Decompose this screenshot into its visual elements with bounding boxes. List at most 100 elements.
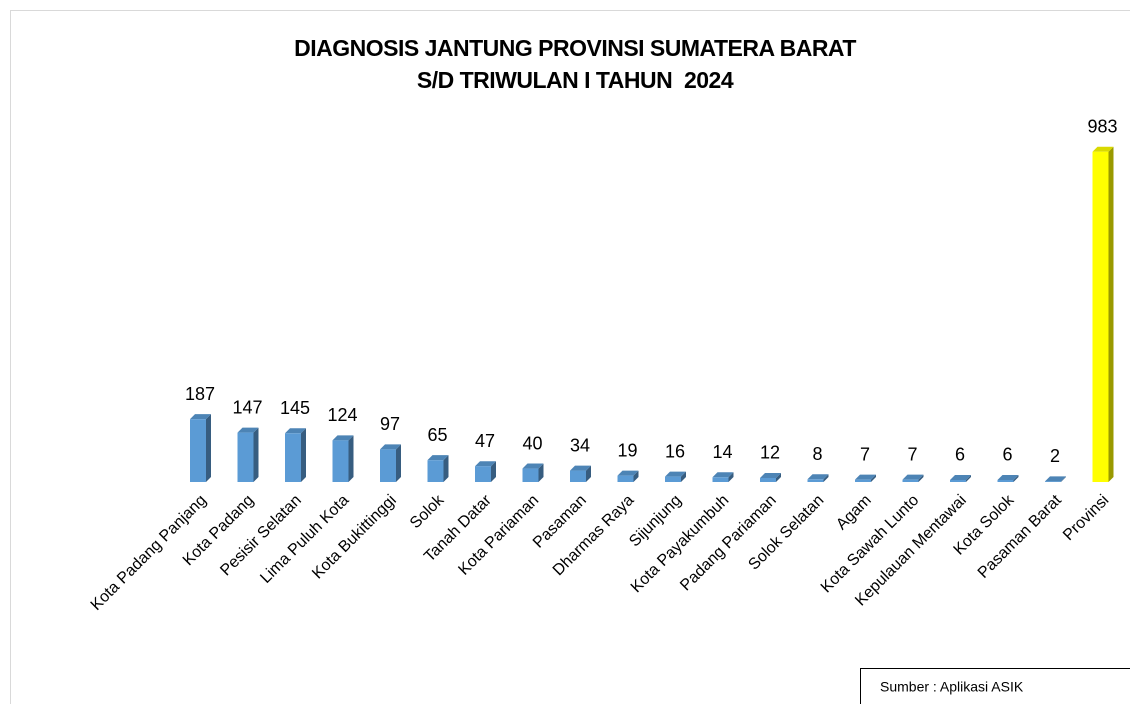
bar-side (301, 428, 306, 482)
bar (760, 477, 776, 482)
bar-group (475, 461, 496, 482)
chart-frame (10, 10, 1130, 704)
bar-top (1045, 476, 1066, 482)
bar-group (427, 455, 449, 482)
bar-top (570, 465, 591, 471)
bar-side (1061, 476, 1066, 482)
bar-group (950, 474, 971, 482)
bar-side (586, 465, 591, 482)
value-label: 147 (232, 397, 262, 417)
bar-group (1045, 476, 1066, 482)
bar-top (807, 474, 829, 480)
x-tick-label: Pasaman Barat (975, 491, 1065, 581)
value-label: 145 (280, 398, 310, 418)
bar-group (855, 474, 876, 482)
bar (1092, 151, 1109, 482)
value-label: 16 (665, 441, 685, 461)
bar-side (823, 474, 829, 482)
bar-side (443, 455, 449, 482)
value-label: 983 (1087, 116, 1117, 136)
bar (190, 419, 206, 482)
bar (1045, 481, 1061, 482)
bar (997, 479, 1014, 482)
value-label: 6 (1002, 445, 1012, 465)
value-label: 97 (380, 414, 400, 434)
source-box (860, 668, 1130, 704)
value-label: 47 (475, 431, 495, 451)
bar-group (760, 472, 781, 482)
bar-side (1013, 474, 1019, 482)
bar-top (190, 414, 211, 420)
bar (950, 479, 966, 482)
bar-group (332, 435, 354, 482)
value-label: 6 (955, 445, 965, 465)
source-note: Sumber : Aplikasi ASIK (880, 679, 1024, 695)
chart-subtitle: S/D TRIWULAN I TAHUN 2024 (417, 67, 734, 93)
bar-side (728, 472, 734, 482)
bar (665, 476, 681, 482)
bar-side (633, 470, 639, 482)
bar-top (237, 427, 259, 433)
bar-group (712, 472, 734, 482)
bar-group (807, 474, 829, 482)
x-tick-label: Solok (407, 491, 448, 532)
bar (427, 460, 444, 482)
bar-top (997, 474, 1019, 480)
bar (475, 466, 491, 482)
bar (332, 440, 349, 482)
value-label: 19 (617, 440, 637, 460)
value-label: 2 (1050, 446, 1060, 466)
value-label: 40 (522, 433, 542, 453)
x-tick-label: Pesisir Selatan (217, 492, 304, 579)
bar-top (712, 472, 734, 478)
x-tick-label: Provinsi (1060, 492, 1112, 544)
bar-group (1092, 146, 1114, 482)
bar-top (617, 470, 639, 476)
bar-top (760, 472, 781, 478)
bar (807, 479, 824, 482)
bar-top (522, 463, 544, 469)
value-label: 14 (712, 442, 732, 462)
x-tick-label: Kota Bukittinggi (309, 492, 400, 583)
bar-top (665, 471, 686, 477)
bar-top (902, 474, 924, 480)
bar-side (776, 472, 781, 482)
x-tick-label: Agam (833, 492, 875, 534)
bar-side (681, 471, 686, 482)
bar-group (902, 474, 924, 482)
x-tick-label: Lima Puluh Kota (257, 492, 352, 587)
bar-side (206, 414, 211, 482)
value-label: 124 (327, 405, 357, 425)
bar (285, 433, 301, 482)
bar-group (665, 471, 686, 482)
bar-side (538, 463, 544, 482)
bar-side (348, 435, 354, 482)
bar-side (918, 474, 924, 482)
value-label: 65 (427, 425, 447, 445)
bar-top (855, 474, 876, 480)
bar-side (1108, 146, 1114, 482)
bar-group (997, 474, 1019, 482)
bar (902, 479, 919, 482)
value-label: 7 (860, 444, 870, 464)
value-label: 7 (907, 444, 917, 464)
bar (380, 449, 396, 482)
bar-side (966, 474, 971, 482)
bar-side (253, 427, 259, 482)
bar-top (427, 455, 449, 461)
value-label: 34 (570, 435, 590, 455)
x-tick-label: Dharmas Raya (550, 492, 638, 580)
bar (522, 468, 539, 482)
bar-group (522, 463, 544, 482)
bar-top (1092, 146, 1114, 152)
bar-side (396, 444, 401, 482)
bar (237, 432, 254, 482)
bar-top (475, 461, 496, 467)
bar-group (380, 444, 401, 482)
bar-side (871, 474, 876, 482)
bar-top (950, 474, 971, 480)
bar-group (570, 465, 591, 482)
bar-group (190, 414, 211, 482)
bar (617, 475, 634, 482)
